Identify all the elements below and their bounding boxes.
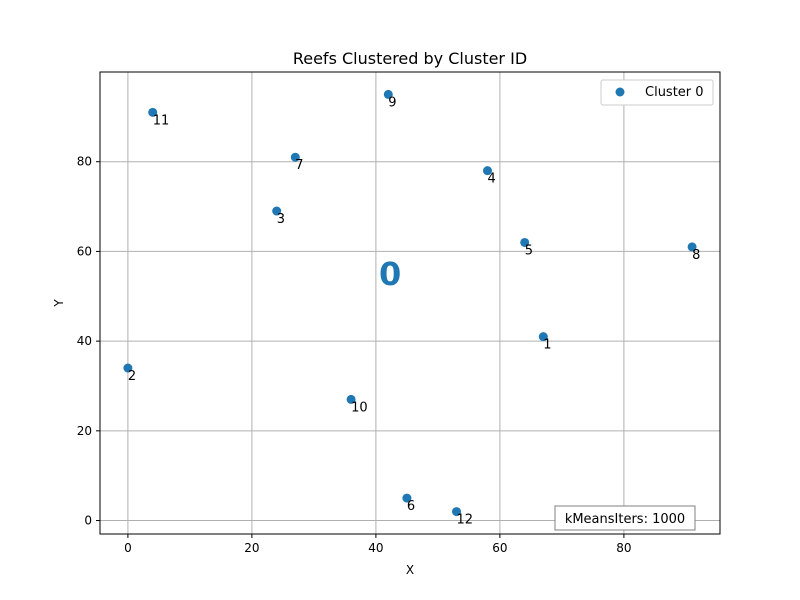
annotation-box xyxy=(554,505,696,531)
centroid-labels: 0 xyxy=(379,255,401,293)
scatter-point xyxy=(452,507,461,517)
point-label: 5 xyxy=(525,243,533,258)
scatter-point xyxy=(272,206,282,216)
legend-label: Cluster 0 xyxy=(645,85,704,100)
x-tick-label: 60 xyxy=(492,541,507,555)
scatter-point xyxy=(687,242,697,252)
point-label: 2 xyxy=(128,369,136,384)
grid xyxy=(100,72,720,534)
iterations-annotation: kMeansIters: 1000 xyxy=(554,505,696,531)
y-tick-label: 0 xyxy=(84,514,92,528)
point-label: 9 xyxy=(388,95,396,110)
scatter-point xyxy=(520,237,530,247)
y-tick-label: 20 xyxy=(77,424,92,438)
chart-title: Reefs Clustered by Cluster ID xyxy=(293,49,527,68)
point-label: 4 xyxy=(488,172,496,187)
scatter-points xyxy=(123,89,697,517)
scatter-point xyxy=(123,363,133,373)
scatter-point xyxy=(346,394,356,404)
x-tick-label: 0 xyxy=(124,541,132,555)
point-label: 10 xyxy=(351,400,368,415)
plot-frame xyxy=(99,71,721,535)
point-label: 6 xyxy=(407,499,415,514)
scatter-point xyxy=(402,493,412,503)
scatter-point xyxy=(483,166,492,176)
x-axis-ticks: 0 20 40 60 80 xyxy=(124,534,632,555)
legend-marker xyxy=(615,87,625,97)
point-label: 7 xyxy=(295,158,303,173)
centroid-label: 0 xyxy=(379,255,401,293)
point-label: 11 xyxy=(153,113,170,128)
scatter-point xyxy=(538,332,548,342)
y-axis-ticks: 0 20 40 60 80 xyxy=(77,155,100,528)
y-axis-label: Y xyxy=(52,299,66,308)
point-label: 8 xyxy=(692,248,700,263)
x-tick-label: 40 xyxy=(368,541,383,555)
x-tick-label: 80 xyxy=(616,541,631,555)
scatter-point xyxy=(148,107,158,117)
y-tick-label: 80 xyxy=(77,155,92,169)
point-label: 12 xyxy=(457,513,474,528)
legend: Cluster 0 xyxy=(600,79,714,106)
scatter-point xyxy=(290,152,300,162)
x-axis-label: X xyxy=(406,563,414,577)
y-tick-label: 40 xyxy=(77,334,92,348)
legend-box xyxy=(600,79,714,106)
x-tick-label: 20 xyxy=(244,541,259,555)
point-label: 3 xyxy=(277,212,285,227)
point-label: 1 xyxy=(543,338,551,353)
y-tick-label: 60 xyxy=(77,244,92,258)
scatter-point xyxy=(383,89,393,99)
annotation-text: kMeansIters: 1000 xyxy=(565,512,685,527)
